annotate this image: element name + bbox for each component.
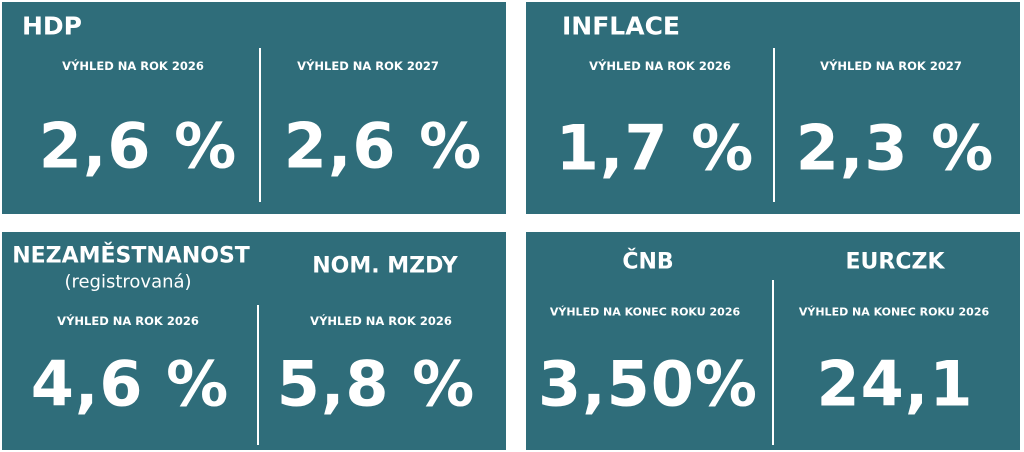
panel — [2, 232, 506, 450]
value: 3,50% — [537, 347, 759, 421]
value: 24,1 — [816, 347, 974, 421]
label: VÝHLED NA KONEC ROKU 2026 — [549, 305, 741, 319]
subheading: (registrovaná) — [64, 271, 192, 293]
divider — [259, 48, 261, 202]
heading: NEZAMĚSTNANOST — [12, 243, 250, 269]
divider — [257, 305, 259, 445]
label: VÝHLED NA ROK 2027 — [297, 59, 439, 73]
panel — [2, 2, 506, 214]
heading: ČNB — [622, 249, 674, 275]
panel-title: HDP — [22, 11, 82, 41]
label: VÝHLED NA ROK 2026 — [310, 314, 452, 328]
label: VÝHLED NA ROK 2026 — [589, 59, 731, 73]
heading: NOM. MZDY — [312, 253, 458, 279]
label: VÝHLED NA ROK 2027 — [820, 59, 962, 73]
value: 2,6 % — [283, 109, 483, 183]
label: VÝHLED NA ROK 2026 — [57, 314, 199, 328]
divider — [772, 280, 774, 445]
value: 5,8 % — [276, 347, 476, 421]
divider — [773, 48, 775, 202]
label: VÝHLED NA KONEC ROKU 2026 — [798, 305, 990, 319]
panel-title: INFLACE — [562, 11, 681, 41]
value: 2,3 % — [795, 111, 995, 185]
heading: EURCZK — [845, 249, 945, 275]
value: 2,6 % — [38, 109, 238, 183]
value: 1,7 % — [555, 111, 755, 185]
label: VÝHLED NA ROK 2026 — [62, 59, 204, 73]
value: 4,6 % — [30, 347, 230, 421]
